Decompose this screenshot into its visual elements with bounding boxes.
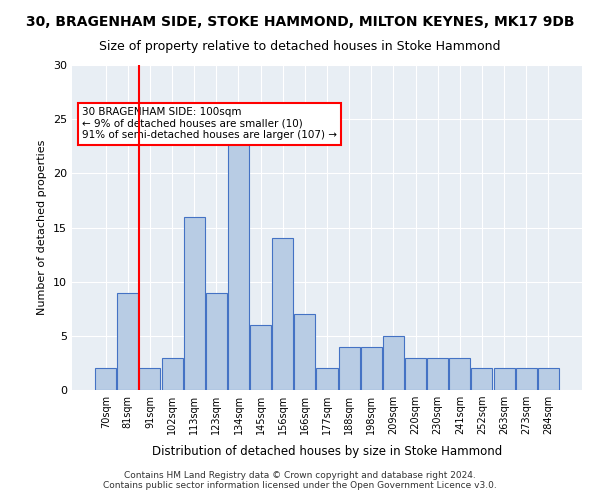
Bar xyxy=(338,346,359,390)
Bar xyxy=(272,238,293,390)
Bar xyxy=(361,346,382,390)
Bar xyxy=(494,368,515,390)
Bar xyxy=(427,358,448,390)
Bar xyxy=(161,358,182,390)
Text: Size of property relative to detached houses in Stoke Hammond: Size of property relative to detached ho… xyxy=(99,40,501,53)
Bar xyxy=(316,368,338,390)
X-axis label: Distribution of detached houses by size in Stoke Hammond: Distribution of detached houses by size … xyxy=(152,446,502,458)
Y-axis label: Number of detached properties: Number of detached properties xyxy=(37,140,47,315)
Text: 30 BRAGENHAM SIDE: 100sqm
← 9% of detached houses are smaller (10)
91% of semi-d: 30 BRAGENHAM SIDE: 100sqm ← 9% of detach… xyxy=(82,108,337,140)
Bar xyxy=(449,358,470,390)
Bar xyxy=(206,292,227,390)
Bar xyxy=(184,216,205,390)
Text: Contains HM Land Registry data © Crown copyright and database right 2024.
Contai: Contains HM Land Registry data © Crown c… xyxy=(103,470,497,490)
Bar xyxy=(383,336,404,390)
Bar xyxy=(405,358,426,390)
Bar xyxy=(295,314,316,390)
Bar xyxy=(228,141,249,390)
Text: 30, BRAGENHAM SIDE, STOKE HAMMOND, MILTON KEYNES, MK17 9DB: 30, BRAGENHAM SIDE, STOKE HAMMOND, MILTO… xyxy=(26,15,574,29)
Bar xyxy=(515,368,536,390)
Bar xyxy=(250,325,271,390)
Bar xyxy=(118,292,139,390)
Bar xyxy=(95,368,116,390)
Bar xyxy=(139,368,160,390)
Bar xyxy=(538,368,559,390)
Bar xyxy=(472,368,493,390)
